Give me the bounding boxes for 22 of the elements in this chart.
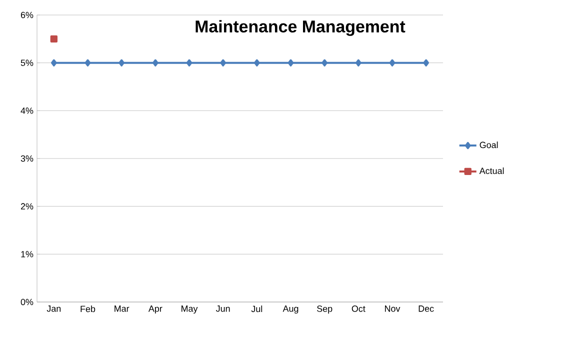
legend-label: Goal (480, 142, 498, 148)
x-tick-label: Feb (80, 306, 96, 312)
y-tick-label: 0% (20, 298, 34, 306)
chart-title: Maintenance Management (196, 20, 406, 36)
x-tick-label: Aug (282, 306, 298, 314)
x-tick-label: Jul (251, 306, 262, 312)
x-tick-label: Jan (46, 306, 61, 312)
y-tick-label: 3% (20, 155, 34, 162)
y-tick-label: 1% (21, 251, 34, 258)
x-tick-label: Apr (148, 306, 162, 314)
x-tick-label: Mar (114, 306, 130, 312)
x-tick-label: Nov (385, 306, 400, 312)
x-tick-label: Sep (317, 306, 332, 314)
y-tick-label: 4% (20, 108, 34, 114)
y-tick-label: 2% (20, 203, 34, 210)
legend-label: Actual (479, 167, 504, 174)
x-tick-label: Oct (352, 306, 366, 312)
x-tick-label: Jun (216, 306, 230, 312)
y-tick-label: 5% (20, 60, 34, 66)
x-tick-label: Dec (418, 306, 434, 312)
y-tick-label: 6% (20, 12, 34, 18)
x-tick-label: May (182, 306, 198, 314)
